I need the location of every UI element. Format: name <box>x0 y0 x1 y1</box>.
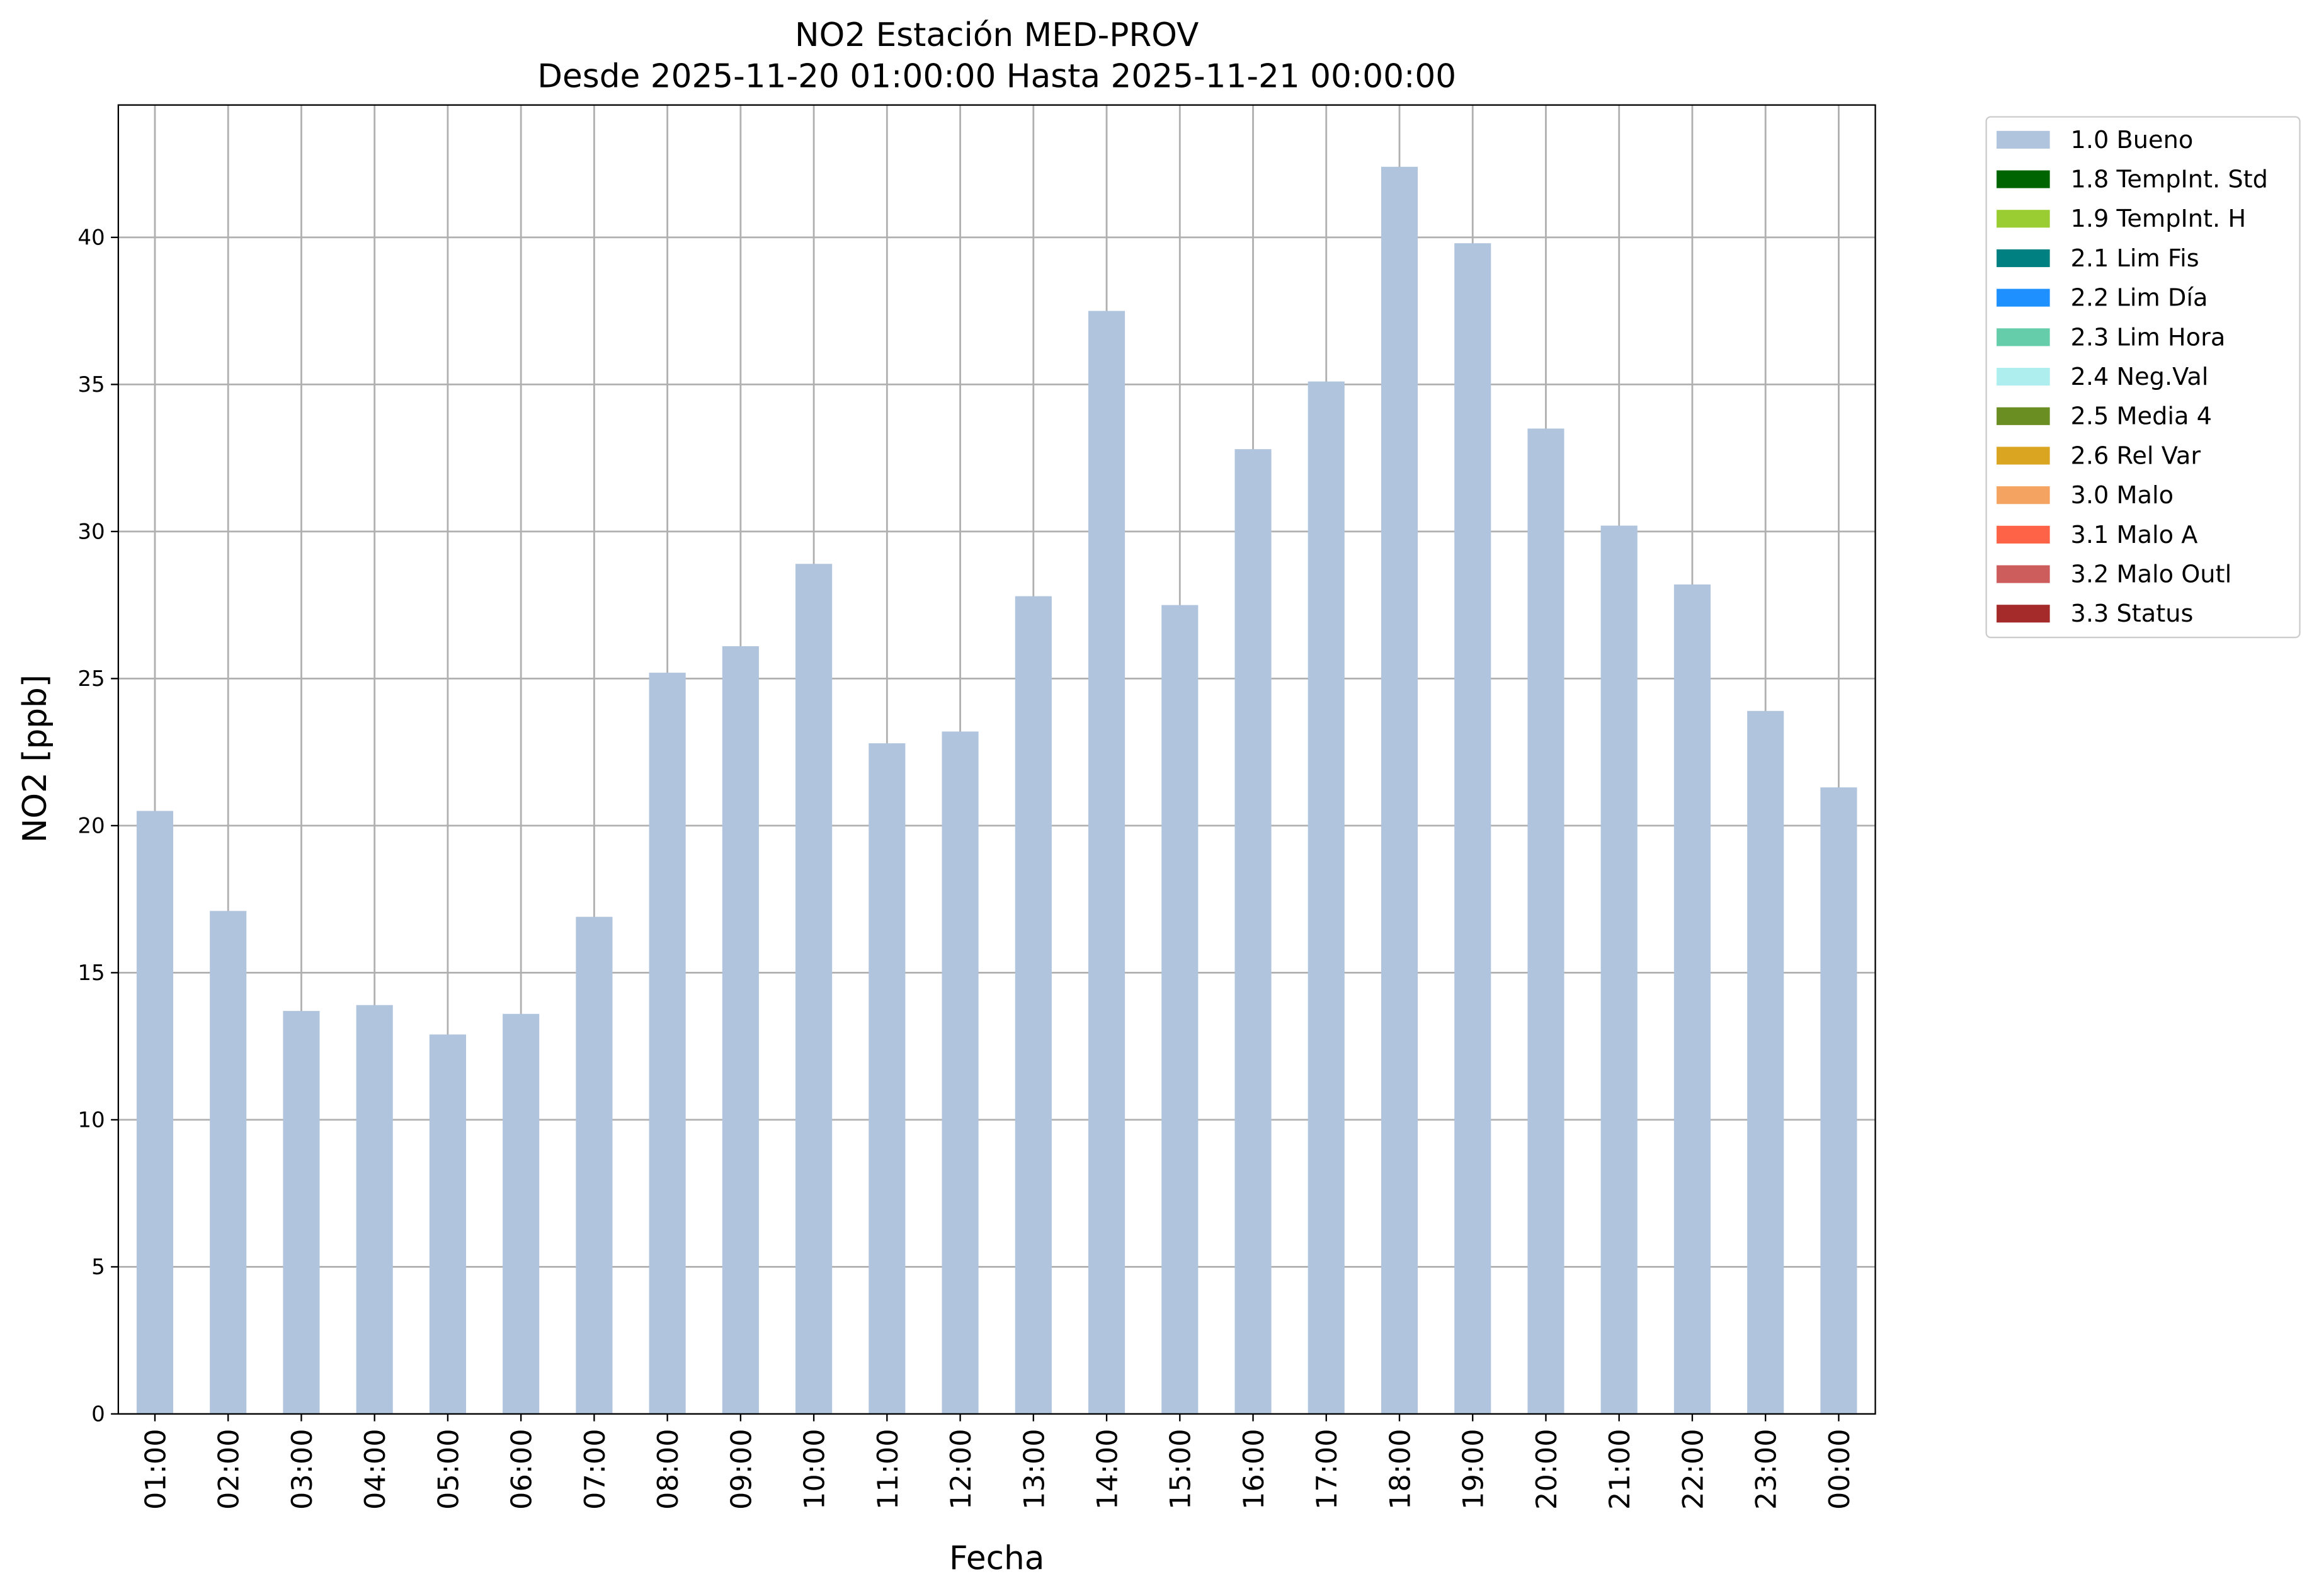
legend-label: 1.0 Bueno <box>2071 126 2194 154</box>
bar <box>1820 787 1857 1414</box>
y-axis-label: NO2 [ppb] <box>16 675 54 843</box>
x-tick-label: 17:00 <box>1311 1428 1343 1510</box>
y-tick-label: 40 <box>77 225 105 251</box>
x-tick-label: 01:00 <box>139 1428 172 1510</box>
x-tick-label: 02:00 <box>213 1428 246 1510</box>
bar <box>1600 525 1638 1414</box>
x-tick-label: 15:00 <box>1165 1428 1197 1510</box>
x-tick-label: 08:00 <box>652 1428 685 1510</box>
y-tick-label: 15 <box>77 960 105 986</box>
legend-swatch <box>1997 447 2050 465</box>
bar <box>1454 243 1491 1414</box>
bar <box>795 564 833 1414</box>
bar <box>283 1011 320 1414</box>
x-tick-label: 19:00 <box>1457 1428 1490 1510</box>
y-tick-label: 5 <box>91 1255 105 1280</box>
legend-label: 1.9 TempInt. H <box>2071 205 2247 233</box>
x-tick-label: 09:00 <box>725 1428 758 1510</box>
bar <box>1015 596 1052 1414</box>
chart-subtitle: Desde 2025-11-20 01:00:00 Hasta 2025-11-… <box>537 58 1456 96</box>
legend-swatch <box>1997 525 2050 544</box>
bar <box>1527 428 1564 1414</box>
x-tick-label: 05:00 <box>432 1428 465 1510</box>
legend-label: 2.5 Media 4 <box>2071 402 2212 431</box>
bar <box>1088 311 1125 1414</box>
x-tick-label: 21:00 <box>1604 1428 1636 1510</box>
legend-swatch <box>1997 288 2050 307</box>
legend-swatch <box>1997 368 2050 386</box>
x-tick-label: 13:00 <box>1018 1428 1051 1510</box>
bar <box>1308 381 1345 1414</box>
x-tick-label: 11:00 <box>872 1428 904 1510</box>
legend-swatch <box>1997 249 2050 268</box>
y-tick-label: 35 <box>77 372 105 397</box>
bar <box>1673 584 1711 1414</box>
legend-swatch <box>1997 605 2050 623</box>
bars <box>136 166 1857 1414</box>
y-tick-label: 30 <box>77 520 105 545</box>
bar <box>576 916 613 1414</box>
legend-swatch <box>1997 565 2050 583</box>
x-tick-label: 20:00 <box>1530 1428 1563 1510</box>
bar <box>136 811 174 1414</box>
bar <box>210 911 247 1414</box>
legend-swatch <box>1997 328 2050 346</box>
x-tick-label: 00:00 <box>1823 1428 1856 1510</box>
bar <box>722 646 759 1414</box>
chart-title: NO2 Estación MED-PROV <box>795 16 1199 54</box>
legend-label: 2.6 Rel Var <box>2071 442 2201 470</box>
legend-label: 3.3 Status <box>2071 600 2194 628</box>
bar <box>1234 449 1272 1414</box>
x-axis-label: Fecha <box>949 1539 1044 1577</box>
bar <box>503 1013 540 1414</box>
legend-label: 2.1 Lim Fis <box>2071 244 2199 273</box>
legend-label: 3.0 Malo <box>2071 481 2174 510</box>
legend-swatch <box>1997 130 2050 149</box>
x-tick-label: 23:00 <box>1750 1428 1783 1510</box>
legend-label: 2.4 Neg.Val <box>2071 363 2209 391</box>
legend-label: 2.3 Lim Hora <box>2071 323 2226 351</box>
x-tick-label: 22:00 <box>1677 1428 1709 1510</box>
bar <box>1161 605 1199 1414</box>
legend-label: 3.2 Malo Outl <box>2071 560 2232 588</box>
legend-items: 1.0 Bueno 1.8 TempInt. Std 1.9 TempInt. H 2… <box>1997 126 2268 628</box>
y-tick-label: 10 <box>77 1108 105 1133</box>
bar <box>649 673 686 1414</box>
y-tick-label: 25 <box>77 666 105 692</box>
x-tick-label: 16:00 <box>1238 1428 1270 1510</box>
x-tick-label: 12:00 <box>945 1428 977 1510</box>
legend-swatch <box>1997 486 2050 504</box>
bar <box>942 731 979 1414</box>
x-tick-label: 03:00 <box>286 1428 319 1510</box>
x-tick-label: 04:00 <box>359 1428 392 1510</box>
legend-label: 1.8 TempInt. Std <box>2071 166 2268 194</box>
x-tick-label: 07:00 <box>579 1428 612 1510</box>
y-tick-label: 0 <box>91 1402 105 1427</box>
plot-frame <box>117 104 1876 1415</box>
x-tick-label: 18:00 <box>1384 1428 1416 1510</box>
legend-swatch <box>1997 407 2050 425</box>
x-tick-label: 06:00 <box>506 1428 538 1510</box>
y-axis: 0 5 10 15 20 25 30 35 40 <box>77 225 118 1427</box>
x-tick-label: 14:00 <box>1091 1428 1124 1510</box>
bar <box>869 743 906 1414</box>
legend-label: 2.2 Lim Día <box>2071 284 2208 312</box>
legend-box <box>1985 116 2301 639</box>
bar <box>356 1005 393 1414</box>
x-axis: 01:00 02:00 03:00 04:00 05:00 06:00 07:00 08:00… <box>139 1413 1856 1510</box>
legend: 1.0 Bueno 1.8 TempInt. Std 1.9 TempInt. H 2… <box>1985 116 2301 639</box>
legend-label: 3.1 Malo A <box>2071 521 2198 549</box>
y-tick-label: 20 <box>77 814 105 839</box>
legend-swatch <box>1997 170 2050 188</box>
bar <box>1747 710 1784 1414</box>
bar <box>1381 166 1418 1414</box>
x-tick-label: 10:00 <box>799 1428 831 1510</box>
bar <box>429 1034 466 1414</box>
legend-swatch <box>1997 210 2050 228</box>
